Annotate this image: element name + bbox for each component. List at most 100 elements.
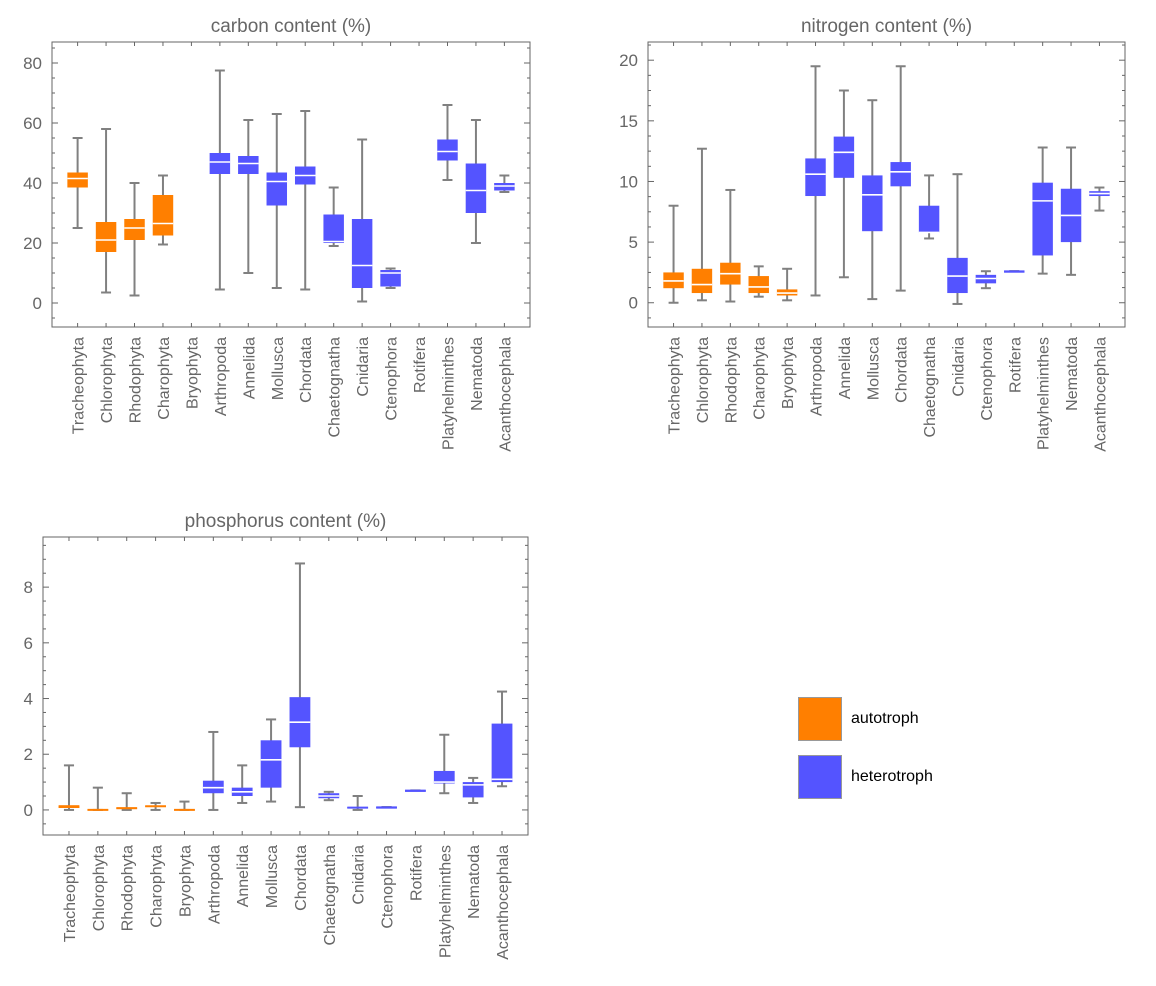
nitrogen-category-label: Chordata [894,337,911,403]
phosphorus-category-label: Rotifera [408,845,425,901]
nitrogen-category-label: Rhodophyta [723,337,740,423]
carbon-ytick-label: 20 [23,234,42,253]
legend: autotroph heterotroph [798,690,933,806]
legend-label: heterotroph [851,768,933,785]
nitrogen-ytick-label: 0 [629,294,638,313]
phosphorus-category-label: Charophyta [149,845,166,928]
phosphorus-ytick-label: 0 [24,801,33,820]
carbon-category-label: Rotifera [412,337,429,393]
carbon-ytick-label: 40 [23,174,42,193]
nitrogen-box [918,205,940,233]
legend-item-autotroph: autotroph [798,690,933,748]
carbon-category-label: Acanthocephala [497,337,514,452]
carbon-box [209,153,231,174]
phosphorus-box [491,723,513,783]
nitrogen-category-label: Ctenophora [979,337,996,421]
carbon-ytick-label: 60 [23,114,42,133]
phosphorus-box [462,782,484,798]
nitrogen-category-label: Rotifera [1007,337,1024,393]
phosphorus-category-label: Chordata [293,845,310,911]
phosphorus-category-label: Annelida [235,845,252,907]
carbon-category-label: Arthropoda [213,337,230,416]
carbon-box [124,219,145,240]
carbon-ytick-label: 80 [23,54,42,73]
carbon-category-label: Chaetognatha [327,337,344,438]
carbon-category-label: Ctenophora [384,337,401,421]
nitrogen-box [691,268,713,294]
phosphorus-ytick-label: 6 [24,634,33,653]
nitrogen-category-label: Chaetognatha [922,337,939,438]
phosphorus-category-label: Chaetognatha [322,845,339,946]
phosphorus-category-label: Rhodophyta [120,845,137,931]
phosphorus-category-label: Ctenophora [380,845,397,929]
carbon-title: carbon content (%) [211,16,372,37]
carbon-category-label: Chordata [298,337,315,403]
phosphorus-category-label: Mollusca [264,845,281,908]
carbon-box [266,172,288,206]
nitrogen-box [890,162,911,187]
carbon-box [95,222,117,252]
carbon-box [67,172,88,188]
nitrogen-box [748,276,769,294]
carbon-category-label: Bryophyta [184,337,201,409]
carbon-box [152,195,174,236]
phosphorus-title: phosphorus content (%) [185,511,387,532]
heterotroph-swatch [798,755,842,799]
carbon-category-label: Tracheophyta [71,337,88,434]
nitrogen-category-label: Annelida [837,337,854,399]
nitrogen-category-label: Acanthocephala [1092,337,1109,452]
autotroph-swatch [798,697,842,741]
carbon-box [238,156,259,174]
nitrogen-box [805,158,826,197]
phosphorus-category-label: Nematoda [466,845,483,919]
carbon-category-label: Platyhelminthes [440,337,457,450]
carbon-category-label: Rhodophyta [128,337,145,423]
phosphorus-box [433,770,455,784]
carbon-box [323,214,344,243]
nitrogen-category-label: Cnidaria [950,337,967,397]
nitrogen-ytick-label: 20 [619,51,638,70]
nitrogen-ytick-label: 15 [619,112,638,131]
phosphorus-ytick-label: 2 [24,745,33,764]
nitrogen-box [833,136,855,178]
legend-item-heterotroph: heterotroph [798,748,933,806]
carbon-box [380,270,401,287]
carbon-category-label: Chlorophyta [99,337,116,423]
carbon-plot-frame [51,41,531,328]
nitrogen-ytick-label: 10 [619,172,638,191]
phosphorus-plot-frame [42,536,529,836]
nitrogen-ytick-label: 5 [629,233,638,252]
phosphorus-ytick-label: 4 [24,690,33,709]
nitrogen-category-label: Arthropoda [809,337,826,416]
nitrogen-category-label: Mollusca [865,337,882,400]
nitrogen-category-label: Nematoda [1064,337,1081,411]
carbon-category-label: Annelida [241,337,258,399]
phosphorus-category-label: Bryophyta [177,845,194,917]
phosphorus-category-label: Tracheophyta [62,845,79,942]
nitrogen-category-label: Bryophyta [780,337,797,409]
nitrogen-category-label: Chlorophyta [695,337,712,423]
carbon-category-label: Mollusca [270,337,287,400]
phosphorus-box [260,740,282,788]
nitrogen-category-label: Charophyta [752,337,769,420]
phosphorus-category-label: Cnidaria [351,845,368,905]
carbon-category-label: Nematoda [469,337,486,411]
phosphorus-category-label: Arthropoda [206,845,223,924]
phosphorus-category-label: Chlorophyta [91,845,108,931]
carbon-category-label: Cnidaria [355,337,372,397]
carbon-box [437,139,458,161]
carbon-box [351,219,373,288]
nitrogen-title: nitrogen content (%) [801,16,972,37]
nitrogen-category-label: Tracheophyta [667,337,684,434]
nitrogen-category-label: Platyhelminthes [1036,337,1053,450]
phosphorus-category-label: Acanthocephala [495,845,512,960]
nitrogen-plot-frame [647,41,1126,328]
legend-label: autotroph [851,710,919,727]
carbon-ytick-label: 0 [33,294,42,313]
carbon-category-label: Charophyta [156,337,173,420]
phosphorus-category-label: Platyhelminthes [437,845,454,958]
nitrogen-box [1032,182,1053,256]
phosphorus-ytick-label: 8 [24,578,33,597]
